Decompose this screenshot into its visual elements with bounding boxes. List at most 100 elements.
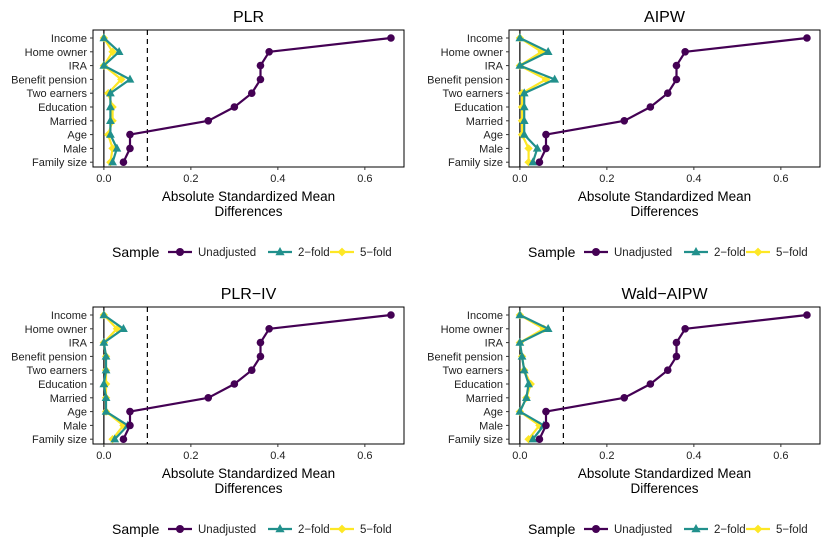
point-unadjusted	[126, 407, 134, 416]
point-2-fold	[105, 102, 115, 111]
x-tick-label: 0.0	[512, 450, 527, 462]
legend-marker	[176, 525, 184, 533]
y-tick-label: IRA	[69, 61, 88, 73]
point-unadjusted	[646, 380, 655, 388]
point-unadjusted	[803, 34, 811, 42]
legend: Sample Unadjusted 2−fold 5−fold	[112, 521, 392, 537]
series-line-2-fold	[518, 37, 556, 163]
point-2-fold	[125, 74, 135, 83]
x-tick-label: 0.4	[686, 450, 701, 462]
series-line-unadjusted	[122, 36, 392, 163]
y-tick-label: Home owner	[441, 324, 504, 336]
point-unadjusted	[672, 352, 681, 361]
y-tick-label: IRA	[485, 61, 504, 73]
x-axis-label: Absolute Standardized Mean	[162, 466, 335, 481]
point-2-fold	[519, 102, 529, 111]
panel-title: Wald−AIPW	[621, 286, 708, 303]
y-tick-label: Family size	[448, 434, 503, 446]
y-tick-label: Male	[63, 143, 87, 155]
point-unadjusted	[256, 352, 265, 361]
x-tick-label: 0.2	[183, 173, 198, 185]
legend-marker	[691, 247, 701, 256]
y-tick-label: Benefit pension	[427, 74, 503, 86]
series-line-unadjusted	[122, 313, 392, 440]
point-2-fold	[543, 47, 553, 55]
x-tick-label: 0.2	[183, 450, 198, 462]
x-tick-label: 0.0	[96, 173, 111, 185]
point-2-fold	[105, 116, 115, 124]
y-tick-label: Male	[63, 420, 87, 432]
y-tick-label: Age	[67, 130, 87, 142]
x-tick-label: 0.0	[512, 173, 527, 185]
point-2-fold	[105, 129, 115, 138]
point-unadjusted	[681, 325, 689, 333]
plot-frame	[92, 306, 405, 445]
legend-label: 2−fold	[714, 524, 746, 536]
legend-label: 2−fold	[298, 524, 330, 536]
point-unadjusted	[620, 394, 629, 402]
y-tick-label: Benefit pension	[11, 74, 87, 86]
y-tick-label: Married	[466, 116, 503, 128]
point-unadjusted	[119, 435, 128, 443]
y-tick-label: Married	[466, 393, 503, 405]
legend-marker	[592, 525, 600, 533]
legend-label: 2−fold	[298, 247, 330, 259]
series-line-2-fold	[518, 314, 550, 440]
legend-marker	[337, 524, 347, 534]
point-2-fold	[521, 393, 531, 401]
y-tick-label: IRA	[485, 338, 504, 350]
point-2-fold	[99, 33, 109, 42]
point-unadjusted	[620, 117, 629, 125]
point-2-fold	[550, 74, 560, 83]
y-tick-label: Two earners	[26, 88, 87, 100]
y-tick-label: Married	[50, 116, 87, 128]
point-unadjusted	[204, 394, 213, 402]
point-2-fold	[515, 33, 525, 42]
legend-label: 5−fold	[776, 524, 808, 536]
y-tick-label: Age	[483, 130, 503, 142]
y-tick-label: Home owner	[25, 324, 88, 336]
point-unadjusted	[672, 338, 681, 347]
x-tick-label: 0.2	[599, 173, 614, 185]
point-2-fold	[99, 60, 109, 69]
y-tick-label: Two earners	[26, 365, 87, 377]
point-2-fold	[543, 324, 553, 332]
point-unadjusted	[646, 103, 655, 111]
point-unadjusted	[387, 34, 395, 42]
y-tick-label: Male	[479, 143, 503, 155]
point-2-fold	[528, 434, 538, 443]
legend-marker	[275, 247, 285, 256]
x-tick-label: 0.6	[773, 450, 788, 462]
point-unadjusted	[672, 75, 681, 84]
y-tick-label: Family size	[32, 157, 87, 169]
point-2-fold	[519, 88, 529, 97]
legend-label: Unadjusted	[614, 524, 672, 536]
legend-title: Sample	[112, 244, 160, 260]
y-tick-label: Education	[38, 102, 87, 114]
legend-marker	[753, 247, 763, 257]
legend-label: 5−fold	[360, 247, 392, 259]
y-tick-label: Benefit pension	[427, 351, 503, 363]
x-tick-label: 0.2	[599, 450, 614, 462]
point-unadjusted	[126, 144, 134, 153]
plot-frame	[92, 29, 405, 168]
x-tick-label: 0.4	[270, 450, 285, 462]
x-axis-label: Absolute Standardized Mean	[578, 189, 751, 204]
point-unadjusted	[126, 130, 134, 139]
y-tick-label: Income	[467, 33, 503, 45]
point-unadjusted	[247, 366, 256, 374]
legend-label: Unadjusted	[614, 247, 672, 259]
point-5-fold	[537, 47, 546, 56]
point-2-fold	[108, 157, 117, 166]
point-unadjusted	[256, 75, 265, 84]
point-unadjusted	[681, 48, 689, 56]
point-2-fold	[532, 143, 542, 152]
point-2-fold	[517, 351, 527, 360]
legend: Sample Unadjusted 2−fold 5−fold	[528, 244, 808, 260]
panel-title: PLR−IV	[221, 286, 277, 303]
point-unadjusted	[535, 435, 544, 443]
y-tick-label: Home owner	[441, 47, 504, 59]
legend-title: Sample	[528, 521, 576, 537]
